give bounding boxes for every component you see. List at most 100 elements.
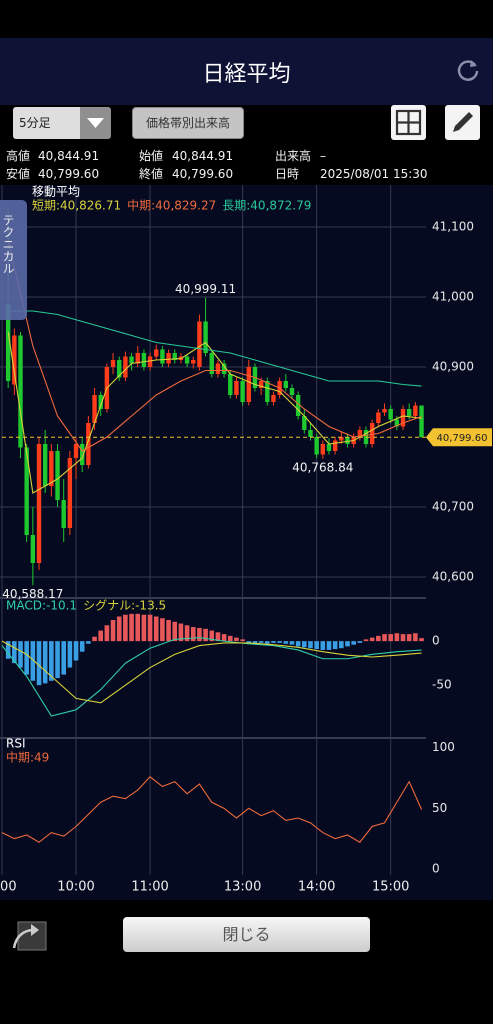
info-label: 安値 [6,167,31,181]
macd-histogram-bar [413,633,418,642]
macd-histogram-bar [184,625,190,642]
macd-histogram-bar [55,641,60,679]
macd-histogram-bar [190,627,196,642]
candle-body [289,388,295,395]
candle-body [382,409,387,413]
candle-body [73,444,79,458]
candle-body [36,444,42,563]
macd-histogram-bar [382,634,387,642]
y-tick-label: 0 [432,634,440,648]
macd-histogram-bar [98,630,104,642]
y-tick-label: 50 [432,801,447,815]
macd-histogram-bar [123,614,128,642]
legend-entry: 長期:40,872.79 [222,199,311,213]
candle-body [141,353,147,367]
timeframe-dropdown[interactable]: 5分足 [13,107,111,139]
macd-histogram-bar [227,635,233,642]
macd-histogram-bar [295,641,301,647]
last-price-tag [426,428,492,447]
macd-histogram-bar [264,641,270,644]
candle-body [61,500,66,528]
candle-body [49,451,54,486]
candle-body [184,356,190,364]
candle-body [228,374,233,395]
y-tick-label: 40,900 [432,360,474,374]
candle-body [221,363,227,374]
back-icon[interactable] [10,918,48,952]
candle-body [413,405,418,416]
candle-body [406,409,412,416]
legend-entry: 短期:40,826.71 [32,199,121,213]
indicator-line [1,776,423,843]
candle-body [147,356,153,367]
candle-body [12,335,17,385]
header-title: 日経平均 [202,62,291,87]
candle-body [160,349,165,364]
candle-body [110,360,116,367]
chart-background [0,185,493,900]
indicator-line [7,331,422,494]
info-label: 終値 [139,167,164,181]
macd-histogram-bar [357,641,363,643]
candle-body [295,395,301,416]
y-tick-label: 100 [432,740,455,754]
macd-histogram-bar [197,627,202,642]
macd-histogram-bar [36,641,42,686]
candle-body [98,395,103,409]
candle-body [302,416,307,430]
x-tick-label: 9:00 [0,880,17,895]
y-tick-label: 41,000 [432,290,474,304]
price-annotation: 40,768.84 [292,460,353,474]
macd-histogram-bar [160,618,165,642]
info-value: – [320,149,326,163]
info-label: 高値 [6,149,31,163]
candle-body [18,335,23,448]
candle-body [234,381,239,395]
candle-body [42,444,48,486]
refresh-icon[interactable] [455,57,481,83]
macd-histogram-bar [73,641,79,661]
close-button[interactable]: 閉じる [123,917,370,952]
macd-histogram-bar [369,637,375,642]
macd-histogram-bar [129,613,134,642]
macd-histogram-bar [326,641,332,650]
candle-body [209,353,214,374]
macd-histogram-bar [289,641,295,645]
macd-histogram-bar [209,630,215,642]
macd-histogram-bar [320,641,326,650]
candle-body [191,360,196,364]
panel-title: 移動平均 [32,185,80,199]
macd-histogram-bar [345,641,350,647]
macd-histogram-bar [388,634,393,642]
draw-icon[interactable] [445,105,480,140]
x-tick-label: 15:00 [372,880,409,895]
info-value: 40,799.60 [172,167,234,181]
dropdown-arrow [80,107,111,139]
candle-body [357,430,363,437]
macd-histogram-bar [18,641,23,668]
candle-body [246,367,251,402]
candle-body [172,353,177,360]
volume-button[interactable]: 価格帯別出来高 [132,107,244,139]
info-value: 40,799.60 [38,167,100,181]
layout-icon[interactable] [391,105,426,140]
macd-histogram-bar [110,620,116,642]
macd-histogram-bar [258,641,264,643]
x-tick-label: 10:00 [57,880,94,895]
candle-body [123,356,128,378]
info-panel: 高値 40,844.91 始値 40,844.91 出来高 – 安値 40,799.60 終値 4… [0,145,493,185]
macd-histogram-bar [234,637,239,642]
candle-body [400,409,406,427]
candle-body [67,458,73,528]
legend-entry: 中期:49 [6,750,49,765]
macd-histogram-bar [86,641,91,644]
macd-histogram-bar [135,613,141,642]
technical-tab[interactable]: テクニカル [0,200,27,320]
macd-histogram-bar [153,616,159,642]
macd-histogram-bar [24,641,29,675]
candle-body [24,447,29,535]
legend-entry: MACD:-10.1 [6,599,77,613]
x-tick-label: 13:00 [224,880,261,895]
